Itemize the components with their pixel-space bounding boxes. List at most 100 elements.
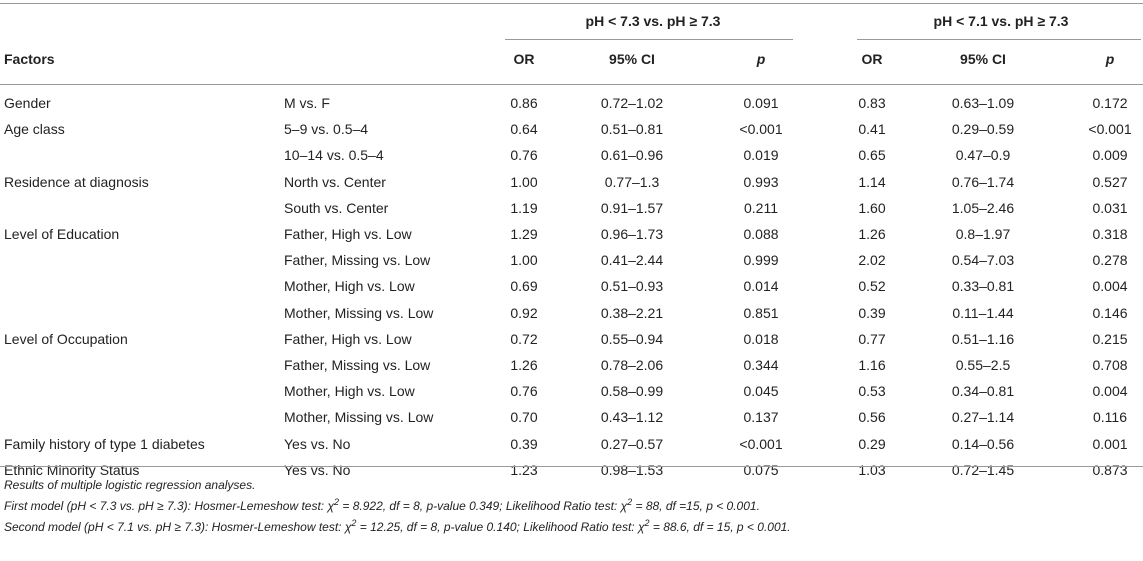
group2-header: pH < 7.1 vs. pH ≥ 7.3 — [933, 13, 1069, 29]
superscript-2b: 2 — [627, 497, 633, 507]
ci-cell-model-1: 0.51–0.81 — [600, 121, 664, 137]
superscript-3: 2 — [351, 518, 357, 528]
ci-cell-model-1: 0.27–0.57 — [600, 436, 664, 452]
ci-cell-model-2: 0.72–1.45 — [951, 462, 1015, 478]
p-cell-model-2: 0.172 — [1092, 95, 1128, 111]
comparison-cell: Father, High vs. Low — [284, 226, 412, 242]
comparison-cell: Mother, High vs. Low — [284, 383, 415, 399]
or-cell-model-1: 0.76 — [510, 147, 538, 163]
ci-cell-model-2: 0.63–1.09 — [951, 95, 1015, 111]
comparison-cell: Mother, Missing vs. Low — [284, 305, 434, 321]
ci-cell-model-2: 0.29–0.59 — [951, 121, 1015, 137]
ci-cell-model-2: 0.8–1.97 — [955, 226, 1011, 242]
ci-cell-model-1: 0.77–1.3 — [604, 174, 660, 190]
p-cell-model-1: 0.018 — [743, 331, 779, 347]
p-cell-model-1: 0.091 — [743, 95, 779, 111]
or-header-1: OR — [513, 51, 535, 67]
comparison-cell: 10–14 vs. 0.5–4 — [284, 147, 384, 163]
comparison-cell: North vs. Center — [284, 174, 386, 190]
p-header-1: p — [756, 51, 766, 67]
or-cell-model-1: 1.26 — [510, 357, 538, 373]
p-cell-model-1: <0.001 — [739, 436, 783, 452]
p-cell-model-1: 0.211 — [744, 200, 778, 216]
or-cell-model-2: 1.26 — [858, 226, 886, 242]
ci-cell-model-1: 0.51–0.93 — [600, 278, 664, 294]
p-cell-model-2: 0.116 — [1093, 409, 1127, 425]
or-cell-model-1: 1.23 — [510, 462, 538, 478]
footnote-3-part-1: Second model (pH < 7.1 vs. pH ≥ 7.3): Ho… — [4, 520, 352, 534]
header-bottom-rule — [0, 84, 1143, 85]
comparison-cell: South vs. Center — [284, 200, 389, 216]
p-cell-model-2: 0.708 — [1092, 357, 1128, 373]
factor-cell: Age class — [4, 121, 65, 137]
ci-cell-model-2: 0.76–1.74 — [951, 174, 1015, 190]
or-cell-model-1: 0.69 — [510, 278, 538, 294]
factor-cell: Residence at diagnosis — [4, 174, 149, 190]
p-cell-model-1: 0.019 — [743, 147, 779, 163]
p-cell-model-2: 0.009 — [1092, 147, 1128, 163]
or-cell-model-2: 0.29 — [858, 436, 886, 452]
ci-header-2: 95% CI — [960, 51, 1006, 67]
p-cell-model-1: 0.344 — [743, 357, 779, 373]
table-top-rule — [0, 3, 1143, 4]
or-cell-model-1: 0.72 — [510, 331, 538, 347]
group2-underline — [857, 39, 1141, 40]
or-cell-model-2: 1.03 — [858, 462, 886, 478]
ci-cell-model-2: 0.27–1.14 — [951, 409, 1015, 425]
ci-cell-model-1: 0.61–0.96 — [600, 147, 664, 163]
or-cell-model-2: 0.65 — [858, 147, 886, 163]
or-cell-model-1: 1.00 — [510, 252, 538, 268]
p-cell-model-2: 0.318 — [1092, 226, 1128, 242]
ci-cell-model-2: 0.33–0.81 — [951, 278, 1015, 294]
or-cell-model-2: 0.83 — [858, 95, 886, 111]
or-cell-model-2: 0.52 — [858, 278, 886, 294]
comparison-cell: Yes vs. No — [284, 462, 351, 478]
or-cell-model-1: 0.70 — [510, 409, 538, 425]
or-header-2: OR — [861, 51, 883, 67]
factor-cell: Level of Education — [4, 226, 120, 242]
ci-header-1: 95% CI — [609, 51, 655, 67]
ci-cell-model-2: 0.14–0.56 — [951, 436, 1015, 452]
ci-cell-model-2: 0.54–7.03 — [951, 252, 1015, 268]
ci-cell-model-2: 0.47–0.9 — [955, 147, 1011, 163]
or-cell-model-1: 1.00 — [510, 174, 538, 190]
comparison-cell: Father, Missing vs. Low — [284, 357, 431, 373]
factor-cell: Gender — [4, 95, 51, 111]
or-cell-model-2: 1.60 — [858, 200, 886, 216]
footnote-2-part-1: First model (pH < 7.3 vs. pH ≥ 7.3): Hos… — [4, 499, 335, 513]
p-header-2: p — [1105, 51, 1115, 67]
footnote-line-1: Results of multiple logistic regression … — [4, 478, 256, 492]
p-cell-model-1: 0.014 — [743, 278, 779, 294]
or-cell-model-1: 0.64 — [510, 121, 538, 137]
p-cell-model-2: <0.001 — [1088, 121, 1132, 137]
ci-cell-model-2: 0.11–1.44 — [952, 305, 1014, 321]
comparison-cell: M vs. F — [284, 95, 330, 111]
or-cell-model-2: 1.14 — [858, 174, 886, 190]
or-cell-model-1: 1.29 — [510, 226, 538, 242]
footnote-line-2: First model (pH < 7.3 vs. pH ≥ 7.3): Hos… — [4, 497, 760, 514]
footnote-2-part-2: = 8.922, df = 8, p-value 0.349; Likeliho… — [339, 499, 628, 513]
or-cell-model-2: 1.16 — [858, 357, 886, 373]
ci-cell-model-2: 0.51–1.16 — [951, 331, 1015, 347]
comparison-cell: Yes vs. No — [284, 436, 351, 452]
ci-cell-model-1: 0.41–2.44 — [600, 252, 664, 268]
or-cell-model-1: 0.92 — [510, 305, 538, 321]
comparison-cell: Father, Missing vs. Low — [284, 252, 431, 268]
or-cell-model-2: 0.56 — [858, 409, 886, 425]
superscript-3b: 2 — [644, 518, 650, 528]
or-cell-model-2: 0.41 — [858, 121, 886, 137]
p-cell-model-2: 0.215 — [1092, 331, 1128, 347]
ci-cell-model-1: 0.72–1.02 — [600, 95, 664, 111]
p-cell-model-1: 0.851 — [743, 305, 779, 321]
ci-cell-model-1: 0.43–1.12 — [600, 409, 664, 425]
p-cell-model-2: 0.873 — [1092, 462, 1128, 478]
p-cell-model-1: 0.993 — [743, 174, 779, 190]
footnote-2-part-3: = 88, df =15, p < 0.001. — [632, 499, 760, 513]
group1-header: pH < 7.3 vs. pH ≥ 7.3 — [585, 13, 721, 29]
p-cell-model-1: 0.075 — [743, 462, 779, 478]
ci-cell-model-1: 0.38–2.21 — [600, 305, 664, 321]
ci-cell-model-1: 0.98–1.53 — [600, 462, 664, 478]
ci-cell-model-1: 0.58–0.99 — [600, 383, 664, 399]
or-cell-model-1: 0.86 — [510, 95, 538, 111]
p-cell-model-2: 0.146 — [1092, 305, 1128, 321]
